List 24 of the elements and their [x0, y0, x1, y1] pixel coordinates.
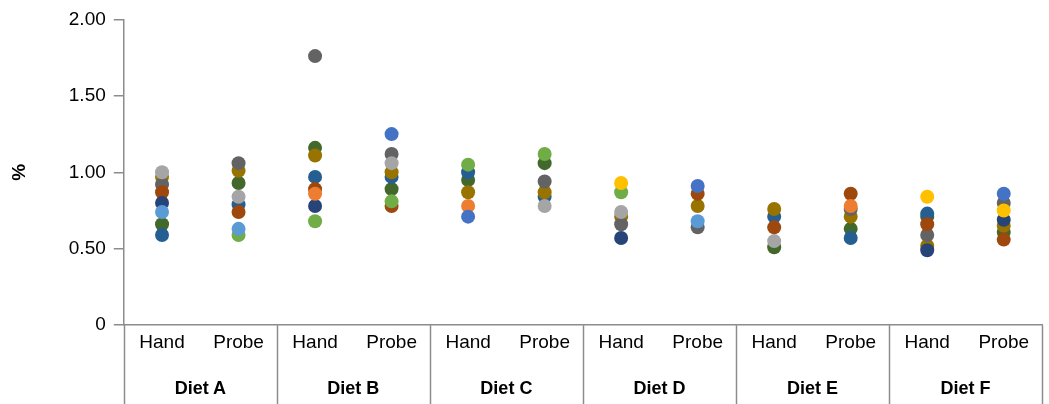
x-tick-label: Probe — [825, 330, 877, 352]
text: Diet C — [480, 377, 533, 398]
text: Diet B — [327, 377, 380, 398]
y-tick-label: 0.50 — [68, 236, 106, 258]
x-tick-label: Hand — [445, 330, 491, 352]
y-axis-title: % — [7, 163, 29, 181]
y-tick-label: 0 — [95, 313, 106, 335]
x-tick-label: Probe — [672, 330, 724, 352]
x-tick-label: Hand — [139, 330, 185, 352]
x-tick-label: Probe — [519, 330, 570, 352]
text: Diet F — [940, 377, 991, 398]
x-tick-label: Probe — [366, 330, 417, 352]
text: Diet D — [633, 377, 686, 398]
x-tick-label: Probe — [213, 330, 264, 352]
x-tick-label: Hand — [751, 330, 797, 352]
y-tick-label: 1.50 — [68, 84, 106, 106]
x-tick-label: Probe — [978, 330, 1030, 352]
x-tick-label: Hand — [598, 330, 644, 352]
x-tick-label: Hand — [904, 330, 950, 352]
y-tick-label: 1.00 — [68, 160, 106, 182]
y-tick-label: 2.00 — [68, 7, 106, 29]
text: Diet E — [786, 377, 838, 398]
text: Diet A — [174, 377, 226, 398]
x-tick-label: Hand — [292, 330, 338, 352]
